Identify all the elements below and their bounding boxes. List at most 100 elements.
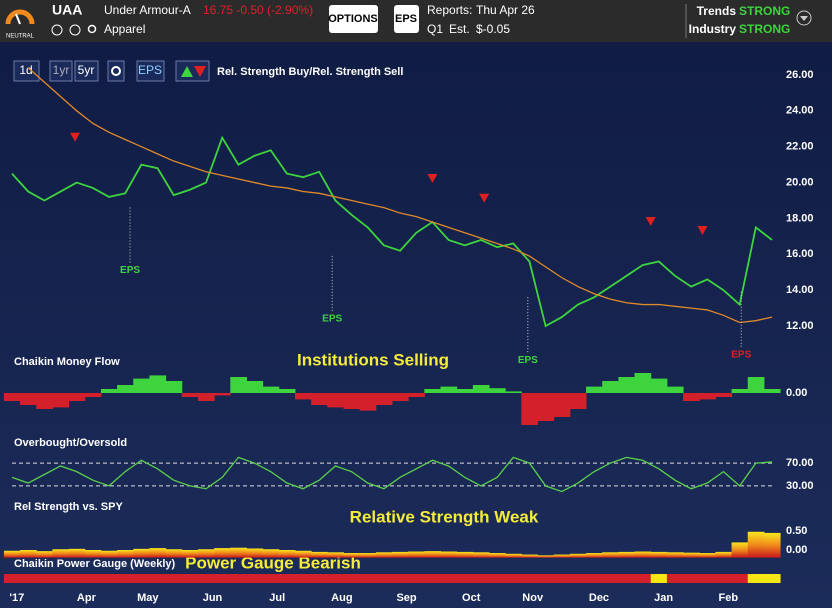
gauge-cell (602, 574, 619, 583)
eps-toggle-label: EPS (138, 63, 162, 77)
gauge-cell (456, 574, 474, 583)
strength-bar (133, 548, 150, 558)
strength-bar (618, 551, 636, 558)
flow-bar (521, 393, 539, 425)
buy-icon (181, 66, 193, 77)
flow-bar (149, 375, 167, 393)
y-tick-label: 26.00 (786, 69, 814, 81)
gauge-cell (3, 574, 21, 583)
strength-bar (586, 553, 603, 558)
sell-icon (194, 66, 206, 77)
industry-value: STRONG (739, 22, 790, 36)
eps-annotation: EPS (731, 349, 751, 360)
strength-bar (68, 548, 86, 558)
flow-bar (246, 381, 264, 393)
gauge-cell (117, 574, 134, 583)
five-year-label: 5yr (78, 63, 95, 77)
eps-button[interactable] (394, 5, 419, 33)
y-tick-label: 22.00 (786, 141, 814, 153)
strength-bar (359, 553, 377, 558)
industry-label: Industry (689, 22, 737, 36)
strength-bar (311, 551, 328, 558)
strength-bar (602, 552, 619, 558)
search-icon[interactable] (87, 24, 97, 34)
strength-bar (521, 554, 539, 558)
flow-bar (666, 386, 684, 393)
add-icon[interactable] (69, 24, 81, 36)
strength-bar (472, 552, 490, 558)
year-button[interactable] (49, 60, 73, 82)
gauge-cell (100, 574, 118, 583)
flow-bar (634, 373, 652, 393)
flow-bar (553, 393, 571, 417)
gauge-cell (666, 574, 684, 583)
gauge-cell (392, 574, 409, 583)
strength-bar (343, 553, 361, 558)
flow-bar (262, 386, 280, 393)
strength-bar (666, 552, 684, 558)
gauge-cell (343, 574, 361, 583)
gauge-cell (311, 574, 328, 583)
signal-label: Rel. Strength Buy/Rel. Strength Sell (217, 66, 403, 78)
flow-bar (763, 389, 781, 393)
gauge-cell (84, 574, 102, 583)
flow-bar (165, 381, 183, 393)
x-tick-label: Apr (77, 592, 97, 604)
x-tick-label: Jul (269, 592, 285, 604)
gauge-cell (408, 574, 425, 583)
company: Under Armour-A (104, 3, 191, 17)
flow-bar (20, 393, 37, 405)
gauge-cell (715, 574, 733, 583)
signal-marker (645, 217, 656, 227)
strength-bar (763, 532, 781, 558)
strength-bar (489, 553, 506, 558)
flow-bar (36, 393, 53, 409)
x-tick-label: Nov (522, 592, 544, 604)
strength-bar (505, 553, 522, 558)
gauge-cell (731, 574, 749, 583)
options-button[interactable] (329, 5, 378, 33)
info-icon[interactable] (51, 24, 63, 36)
gauge-cell (505, 574, 522, 583)
signal-toggle[interactable] (175, 60, 210, 82)
x-tick-label: Sep (396, 592, 416, 604)
flow-bar (100, 389, 118, 393)
gauge-cell (424, 574, 442, 583)
flow-bar (84, 393, 102, 397)
flow-bar (375, 393, 393, 405)
x-tick-label: Jan (654, 592, 673, 604)
flow-bar (52, 393, 70, 408)
flow-bar (650, 378, 668, 393)
five-year-button[interactable] (74, 60, 99, 82)
gauge-cell (472, 574, 490, 583)
signal-marker (427, 173, 438, 183)
eps-toggle[interactable] (136, 60, 165, 82)
flow-bar (214, 393, 231, 396)
gauge-cell (537, 574, 555, 583)
strength-bar (20, 550, 37, 558)
flow-bar (489, 388, 506, 393)
ticker: UAA (52, 2, 82, 18)
quarter: Q1 (427, 22, 443, 36)
gauge-cell (699, 574, 716, 583)
settings-button[interactable] (107, 60, 125, 82)
gauge-needle (15, 13, 21, 25)
trends-label: Trends (697, 4, 737, 18)
day-button[interactable] (13, 60, 40, 82)
flow-bar (472, 385, 490, 393)
strength-bar (36, 551, 53, 558)
gauge-cell (294, 574, 312, 583)
settings-icon (111, 66, 121, 76)
gauge-cell (52, 574, 70, 583)
strength-bar (262, 549, 280, 558)
y-tick-label: 30.00 (786, 480, 814, 492)
gauge-cell (553, 574, 571, 583)
reports-label: Reports: (427, 3, 472, 17)
strength-bar (440, 551, 458, 558)
gauge-cell (569, 574, 587, 583)
rating: NEUTRAL (6, 34, 35, 40)
y-tick-label: 14.00 (786, 284, 814, 296)
menu-button[interactable] (796, 10, 812, 26)
panel-annotation: Institutions Selling (297, 350, 449, 369)
flow-bar (311, 393, 328, 405)
